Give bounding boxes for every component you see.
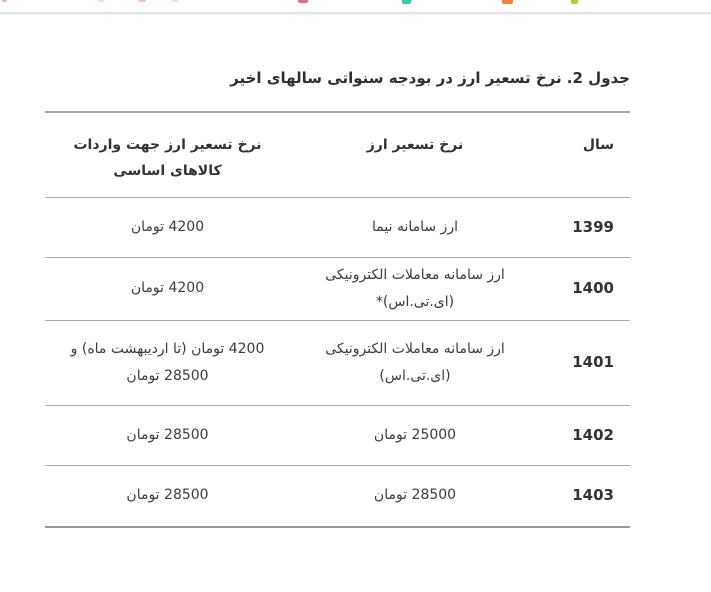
page-divider-line: [0, 12, 711, 15]
rate-value: 25000 تومان: [373, 426, 457, 443]
table-header-row: سال نرخ تسعیر ارز نرخ تسعیر ارز جهت وارد…: [45, 112, 630, 198]
table-row: 1401 ارز سامانه معاملات الکترونیکی (ای.ت…: [45, 320, 630, 405]
exchange-rate-table: سال نرخ تسعیر ارز نرخ تسعیر ارز جهت وارد…: [45, 111, 630, 528]
header-exchange-rate: نرخ تسعیر ارز: [290, 112, 540, 198]
cutoff-fragment: [402, 0, 411, 4]
rate-value: 28500 تومان: [373, 487, 457, 504]
table-row: 1403 28500 تومان 28500 تومان: [45, 465, 630, 527]
table-row: 1402 25000 تومان 28500 تومان: [45, 405, 630, 465]
essential-rate-value: 28500 تومان: [126, 487, 209, 504]
year-value: 1403: [572, 486, 614, 505]
cutoff-fragment: [2, 0, 7, 2]
header-year: سال: [540, 112, 630, 198]
essential-rate-value: 4200 تومان: [130, 280, 205, 296]
cutoff-fragment: [138, 0, 146, 2]
cutoff-fragment: [571, 0, 578, 4]
cutoff-fragment: [98, 0, 104, 2]
year-value: 1399: [572, 217, 614, 236]
header-essential-goods-rate: نرخ تسعیر ارز جهت واردات کالاهای اساسی: [45, 112, 290, 198]
year-value: 1402: [572, 425, 614, 444]
cutoff-fragment: [172, 0, 178, 2]
essential-rate-value: 4200 تومان (تا اردیبهشت ماه) و 28500 توم…: [70, 340, 265, 384]
rate-value: ارز سامانه نیما: [372, 218, 458, 235]
year-value: 1400: [572, 279, 614, 297]
cutoff-fragment: [502, 0, 513, 4]
cutoff-toolbar-fragments: [0, 0, 711, 6]
year-value: 1401: [572, 353, 614, 371]
essential-rate-value: 28500 تومان: [126, 426, 209, 443]
rate-value: ارز سامانه معاملات الکترونیکی (ای.تی.اس)…: [325, 266, 505, 310]
article-content: جدول 2. نرخ تسعیر ارز در بودجه سنواتی سا…: [45, 66, 630, 528]
cutoff-fragment: [298, 0, 308, 3]
table-row: 1399 ارز سامانه نیما 4200 تومان: [45, 197, 630, 257]
table-row: 1400 ارز سامانه معاملات الکترونیکی (ای.ت…: [45, 257, 630, 320]
essential-rate-value: 4200 تومان: [130, 218, 205, 235]
table-title: جدول 2. نرخ تسعیر ارز در بودجه سنواتی سا…: [230, 69, 630, 87]
rate-value: ارز سامانه معاملات الکترونیکی (ای.تی.اس): [325, 340, 505, 384]
